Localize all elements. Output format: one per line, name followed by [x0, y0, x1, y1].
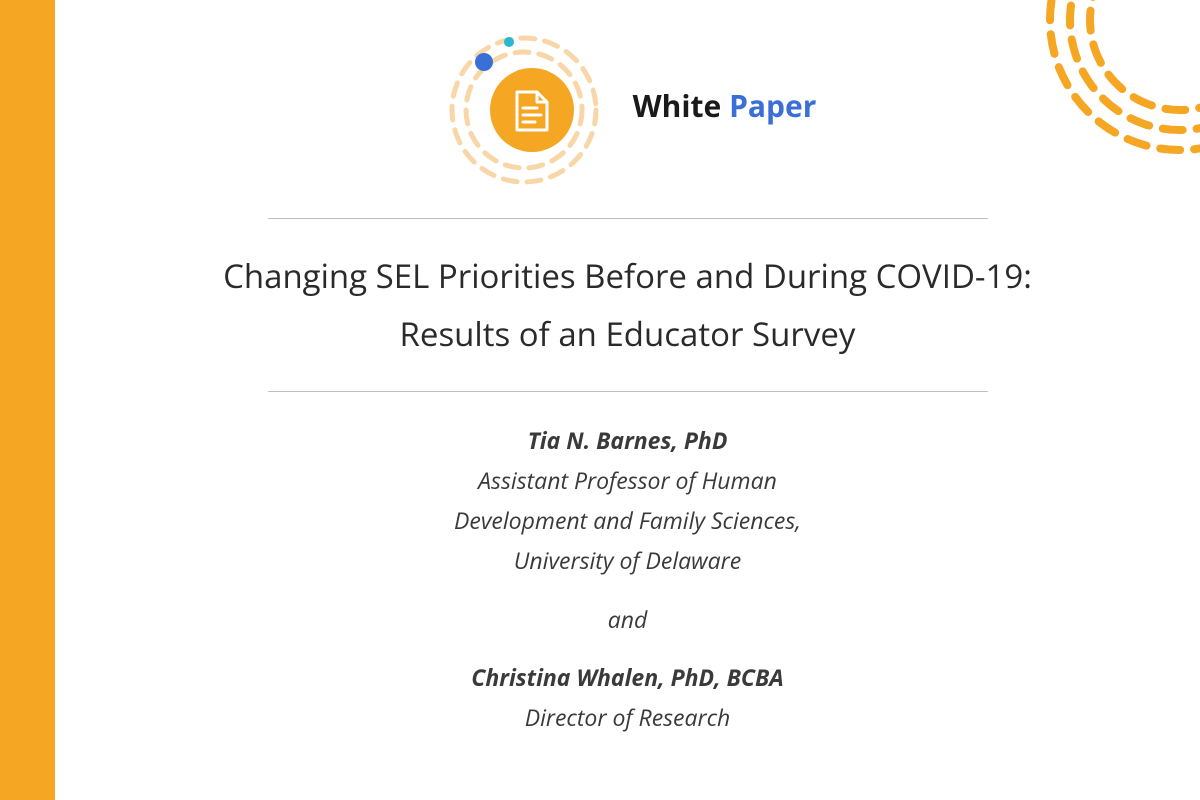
divider-top [268, 218, 988, 219]
author-1-role-line-2: Development and Family Sciences, [135, 500, 1120, 540]
brand-word-1: White [633, 85, 722, 126]
brand-word-2: Paper [729, 85, 816, 126]
logo-art [439, 20, 609, 190]
page-content: White Paper Changing SEL Priorities Befo… [55, 0, 1200, 800]
header-logo-row: White Paper [135, 20, 1120, 190]
left-accent-bar [0, 0, 55, 800]
author-separator: and [135, 599, 1120, 639]
divider-bottom [268, 391, 988, 392]
authors-block: Tia N. Barnes, PhD Assistant Professor o… [135, 420, 1120, 738]
brand-title: White Paper [633, 85, 817, 126]
author-2-name: Christina Whalen, PhD, BCBA [135, 657, 1120, 697]
paper-title: Changing SEL Priorities Before and Durin… [218, 247, 1038, 363]
author-1-name: Tia N. Barnes, PhD [135, 420, 1120, 460]
author-2-role-line-1: Director of Research [135, 697, 1120, 737]
author-1-role-line-1: Assistant Professor of Human [135, 460, 1120, 500]
author-1-role-line-3: University of Delaware [135, 540, 1120, 580]
